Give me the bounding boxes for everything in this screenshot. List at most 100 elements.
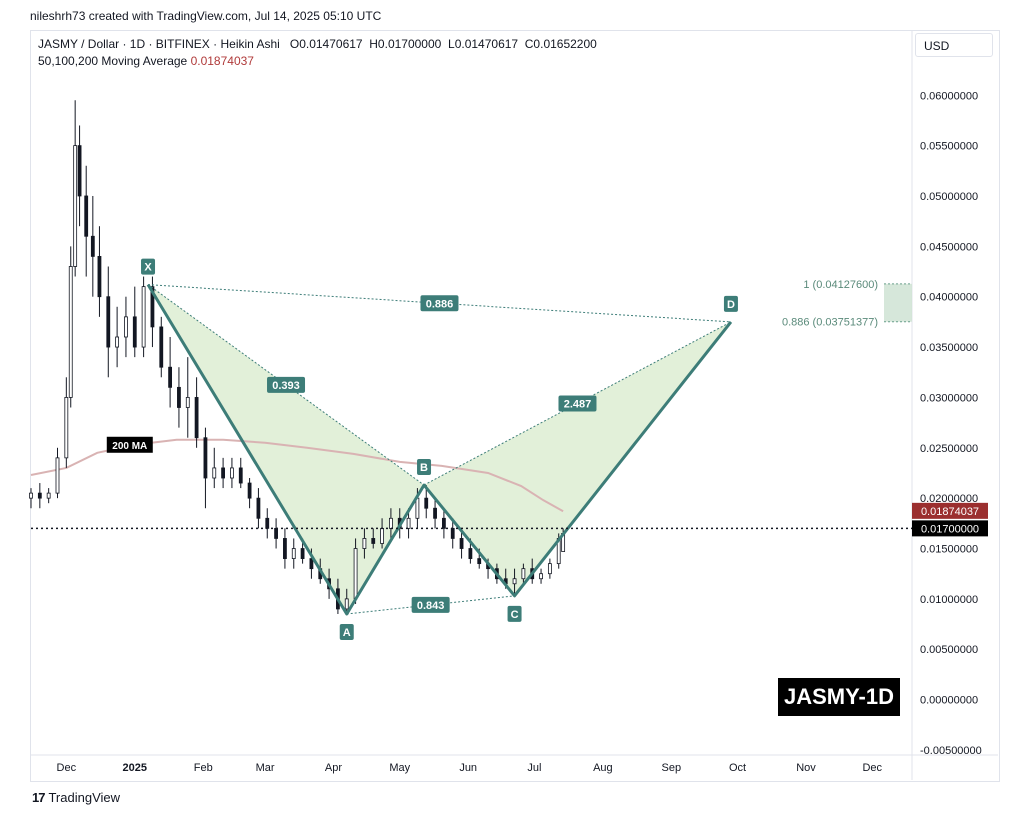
candle-body bbox=[77, 145, 82, 197]
y-tick-label: 0.04000000 bbox=[920, 292, 978, 304]
x-tick-label: Jul bbox=[527, 762, 541, 774]
candle-body bbox=[433, 507, 437, 519]
y-tick-label: 0.00500000 bbox=[920, 644, 978, 656]
ma-tag-bg bbox=[106, 436, 153, 453]
candle-body bbox=[468, 548, 473, 559]
currency-button[interactable]: USD bbox=[915, 33, 993, 57]
x-tick-label: Jun bbox=[459, 762, 477, 774]
fib-level-label: 0.886 (0.03751377) bbox=[782, 317, 878, 329]
candle-body bbox=[97, 256, 102, 298]
x-tick-label: Apr bbox=[325, 762, 342, 774]
candle-body bbox=[371, 538, 376, 544]
candle-body bbox=[256, 497, 261, 519]
ma-legend-value: 0.01874037 bbox=[190, 54, 254, 68]
candle-body bbox=[309, 558, 314, 570]
candle-body bbox=[247, 482, 252, 499]
candle-body bbox=[459, 538, 464, 549]
candle-body bbox=[230, 467, 234, 479]
x-tick-label: Feb bbox=[194, 762, 213, 774]
x-tick-label: Nov bbox=[796, 762, 816, 774]
y-tick-label: 0.05500000 bbox=[920, 141, 978, 153]
x-tick-label: 2025 bbox=[123, 762, 147, 774]
candle-body bbox=[300, 548, 305, 559]
ratio-label: 0.393 bbox=[272, 380, 300, 392]
y-tick-label: 0.01000000 bbox=[920, 594, 978, 606]
pattern-point-a-bg bbox=[339, 623, 354, 640]
candle-body bbox=[380, 527, 384, 544]
ohlc-close: C0.01652200 bbox=[524, 37, 597, 51]
candle-body bbox=[37, 492, 42, 499]
candle-body bbox=[124, 316, 128, 338]
candle-body bbox=[90, 235, 95, 257]
candle-body bbox=[362, 538, 367, 549]
last-price-badge: 0.01700000 bbox=[921, 523, 979, 535]
pattern-point-a: A bbox=[343, 627, 351, 639]
candle-body bbox=[274, 527, 278, 539]
y-tick-label: 0.04500000 bbox=[920, 241, 978, 253]
ma-price-badge-bg bbox=[912, 502, 988, 519]
ratio-label: 2.487 bbox=[564, 398, 592, 410]
x-tick-label: Aug bbox=[593, 762, 613, 774]
pattern-point-b-bg bbox=[417, 459, 432, 476]
ratio-label: 0.843 bbox=[417, 600, 445, 612]
candle-body bbox=[185, 397, 190, 408]
x-tick-label: Dec bbox=[57, 762, 77, 774]
candle-body bbox=[221, 467, 225, 479]
candle-body bbox=[441, 517, 446, 529]
y-tick-label: 0.05000000 bbox=[920, 191, 978, 203]
ma-price-badge: 0.01874037 bbox=[921, 506, 979, 518]
y-tick-label: 0.06000000 bbox=[920, 90, 978, 102]
candle-body bbox=[283, 538, 287, 559]
symbol-legend: JASMY / Dollar · 1D · BITFINEX · Heikin … bbox=[38, 37, 597, 51]
symbol-badge: JASMY-1D bbox=[778, 678, 900, 716]
candle-body bbox=[64, 397, 69, 459]
pattern-point-x: X bbox=[144, 262, 152, 274]
candle-body bbox=[168, 366, 173, 388]
last-price-badge-bg bbox=[912, 520, 988, 537]
candle-body bbox=[106, 296, 111, 348]
pattern-point-c: C bbox=[511, 609, 519, 621]
y-tick-label: 0.00000000 bbox=[920, 695, 978, 707]
author-line: nileshrh73 created with TradingView.com,… bbox=[30, 9, 382, 23]
ma-legend-label[interactable]: 50,100,200 Moving Average bbox=[38, 54, 188, 68]
candle-body bbox=[212, 467, 217, 479]
chart-frame bbox=[30, 30, 1000, 782]
candle-body bbox=[291, 548, 296, 559]
y-tick-label: 0.03000000 bbox=[920, 392, 978, 404]
candle-body bbox=[424, 497, 429, 509]
ohlc-low: L0.01470617 bbox=[448, 37, 519, 51]
candle-body bbox=[406, 517, 411, 529]
x-tick-label: Sep bbox=[662, 762, 682, 774]
candle-body bbox=[512, 578, 517, 585]
candle-body bbox=[29, 492, 33, 499]
pattern-point-d: D bbox=[727, 299, 735, 311]
symbol-line[interactable]: JASMY / Dollar · 1D · BITFINEX · Heikin … bbox=[38, 37, 280, 51]
ma-tag-label: 200 MA bbox=[112, 441, 147, 452]
tradingview-brand: TradingView bbox=[48, 790, 121, 805]
candle-body bbox=[415, 497, 420, 519]
ohlc-open: O0.01470617 bbox=[289, 37, 363, 51]
candle-body bbox=[115, 336, 120, 348]
candle-body bbox=[46, 492, 51, 499]
candle-body bbox=[265, 517, 270, 529]
y-tick-label: 0.02000000 bbox=[920, 493, 978, 505]
candle-body bbox=[194, 397, 199, 439]
candle-body bbox=[539, 573, 543, 580]
pattern-point-c-bg bbox=[507, 605, 522, 622]
tradingview-footer[interactable]: 17 TradingView bbox=[32, 790, 120, 805]
pattern-point-b: B bbox=[420, 462, 428, 474]
x-tick-label: Dec bbox=[862, 762, 882, 774]
ratio-label-bg bbox=[420, 295, 459, 312]
y-tick-label: 0.01500000 bbox=[920, 544, 978, 556]
candle-body bbox=[73, 145, 78, 267]
fib-level-label: 1 (0.04127600) bbox=[803, 279, 878, 291]
candle-body bbox=[55, 457, 60, 494]
candle-body bbox=[353, 548, 358, 600]
x-tick-label: May bbox=[389, 762, 410, 774]
candle-body bbox=[84, 195, 89, 237]
candle-body bbox=[203, 437, 208, 479]
x-tick-label: Oct bbox=[729, 762, 746, 774]
xabcd-pattern-line bbox=[146, 283, 733, 616]
ratio-label-bg bbox=[267, 376, 306, 393]
